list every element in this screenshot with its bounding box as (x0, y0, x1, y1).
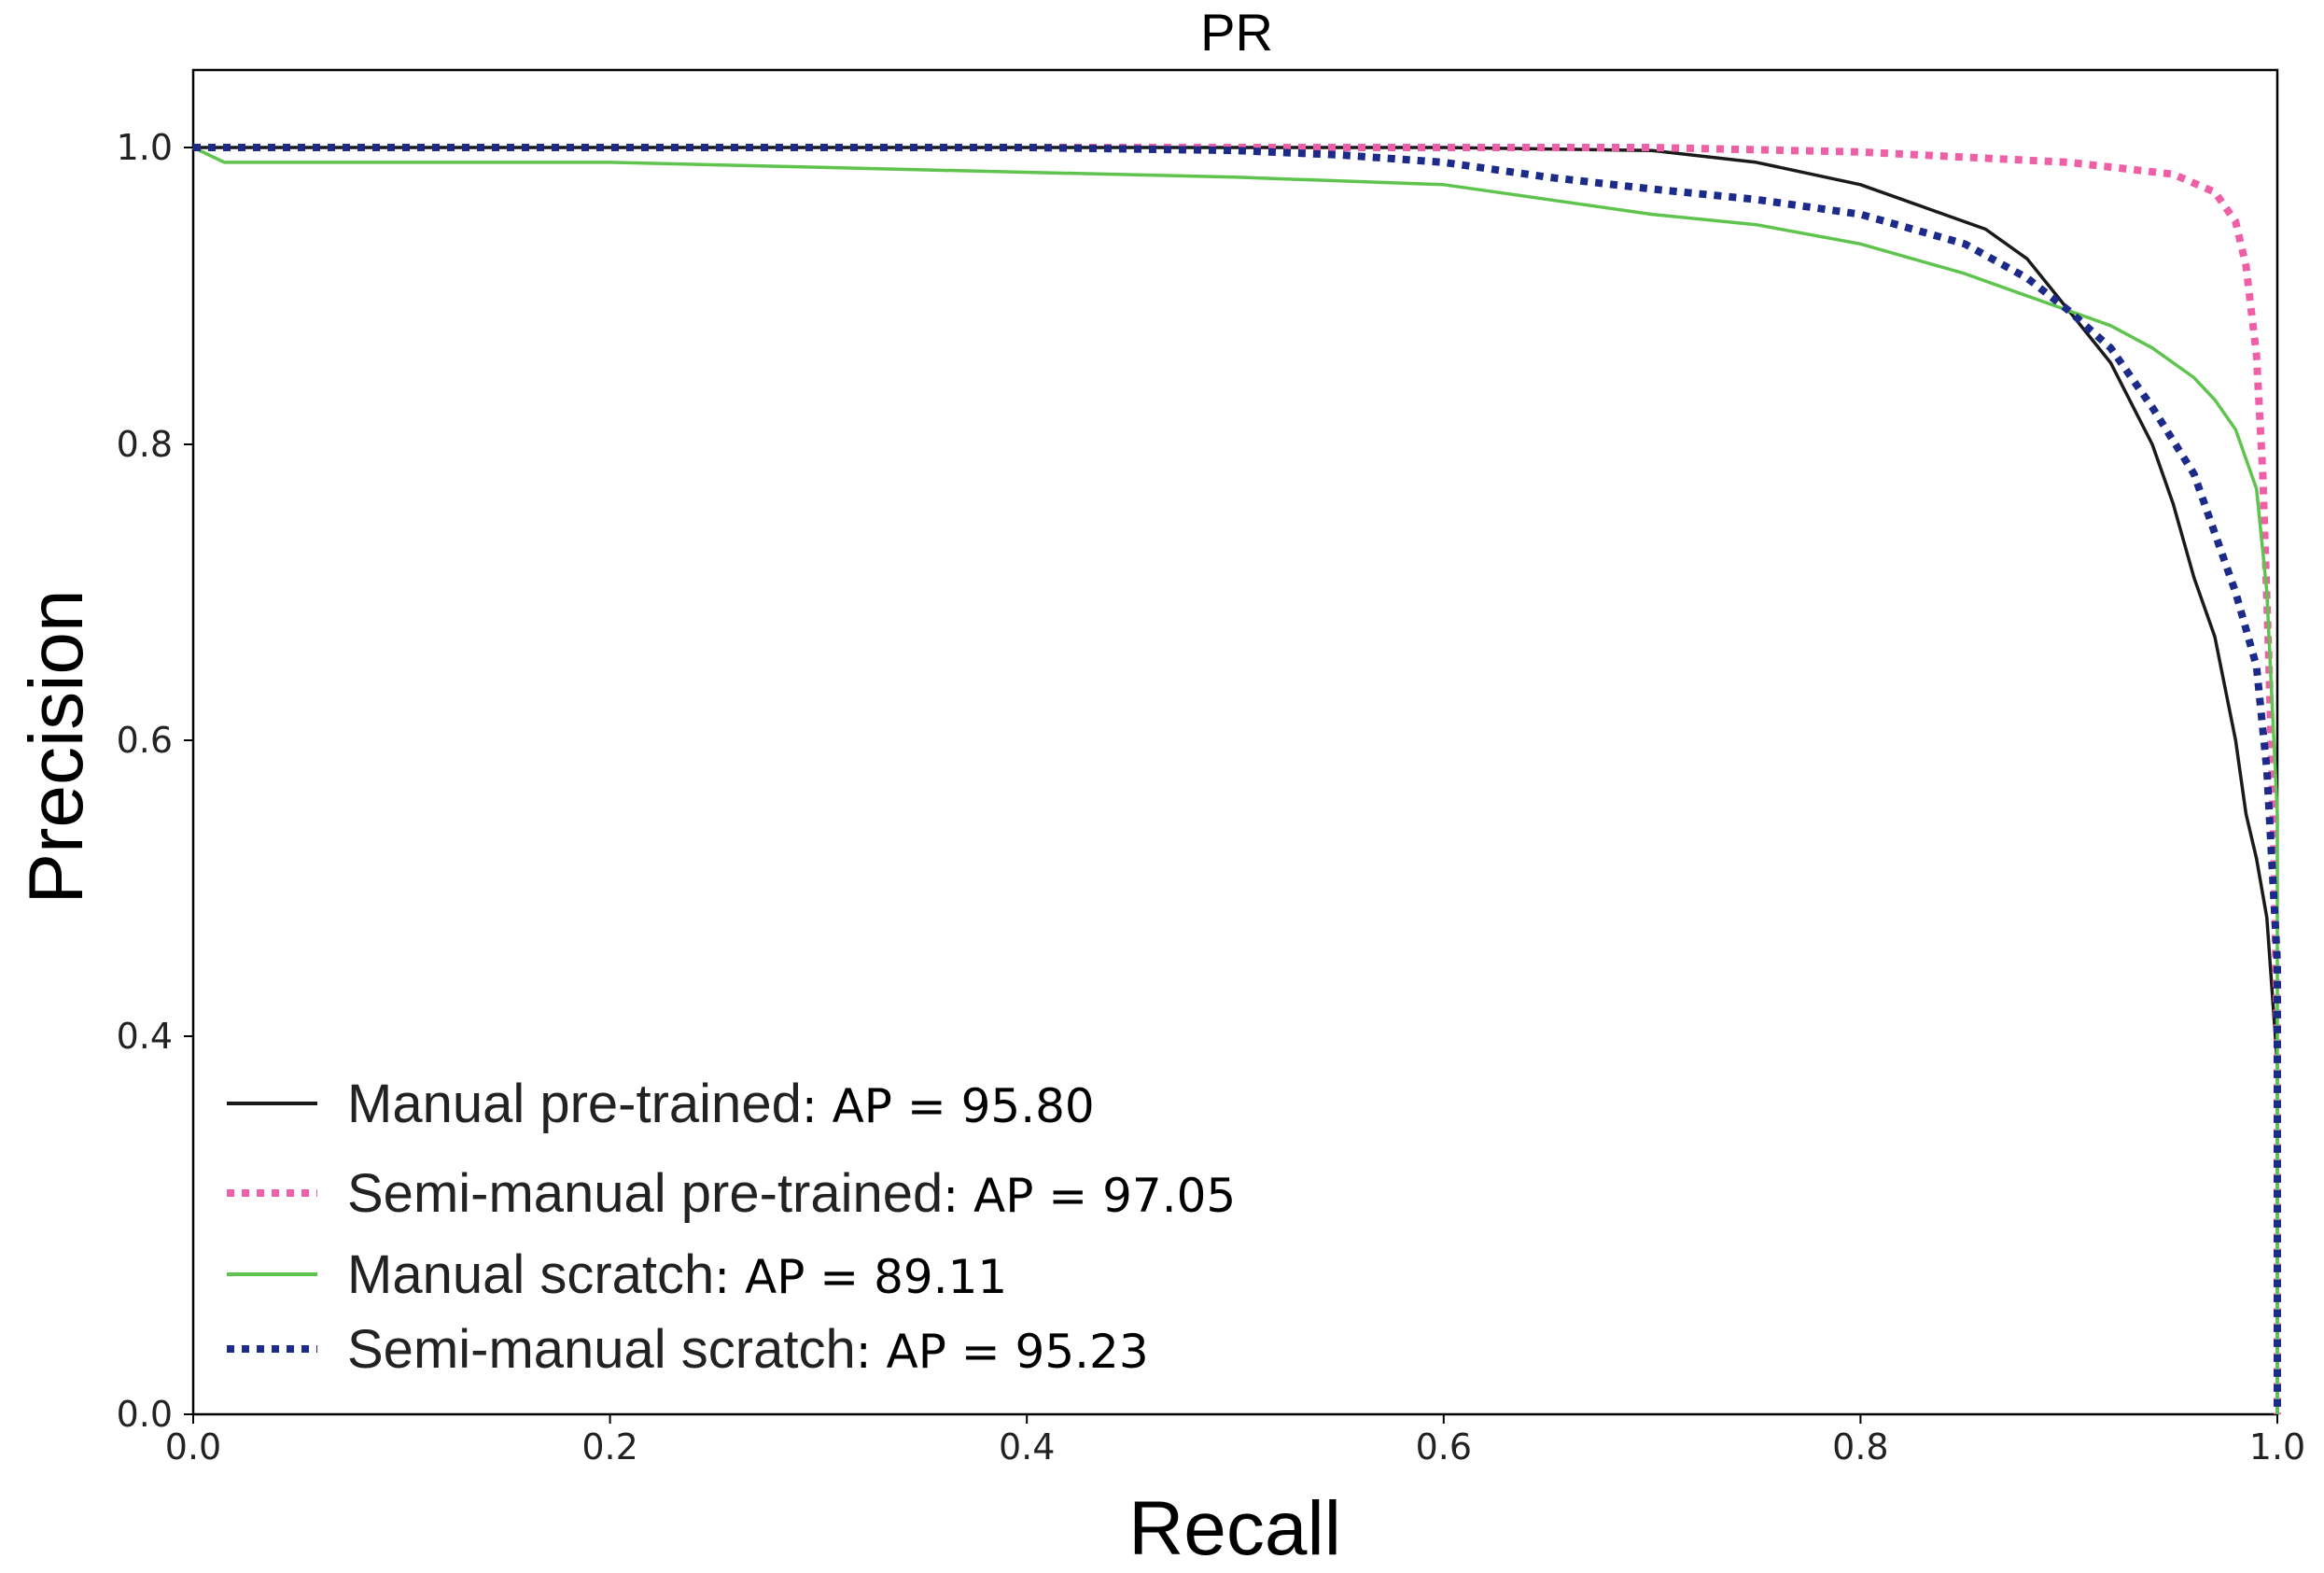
legend-series-name: Manual pre-trained (347, 1074, 802, 1134)
x-tick-label: 0.2 (581, 1426, 637, 1468)
series-line-semi-manual-scratch (193, 144, 2281, 1414)
legend-series-name: Semi-manual scratch (347, 1319, 856, 1380)
legend-series-name: Semi-manual pre-trained (347, 1163, 943, 1224)
x-tick-label: 0.6 (1416, 1426, 1472, 1468)
y-tick-label: 0.0 (117, 1394, 173, 1435)
legend-ap-value: : AP = 95.23 (856, 1325, 1149, 1379)
y-axis-ticks: 0.0 0.4 0.6 0.8 1.0 (117, 127, 193, 1435)
x-axis-ticks: 0.0 0.2 0.4 0.6 0.8 1.0 (165, 1414, 2305, 1468)
x-tick-label: 1.0 (2249, 1426, 2305, 1468)
legend-entry: Semi-manual scratch: AP = 95.23 (347, 1319, 1149, 1380)
x-tick-label: 0.8 (1832, 1426, 1888, 1468)
legend-entry: Manual pre-trained: AP = 95.80 (347, 1074, 1095, 1134)
x-tick-label: 0.0 (165, 1426, 221, 1468)
series-layer (192, 144, 2281, 1414)
legend-entry: Manual scratch: AP = 89.11 (347, 1244, 1007, 1305)
legend: Manual pre-trained: AP = 95.80 Semi-manua… (227, 1074, 1236, 1380)
legend-ap-value: : AP = 95.80 (802, 1079, 1095, 1133)
legend-ap-value: : AP = 89.11 (714, 1250, 1007, 1304)
y-axis-label: Precision (14, 589, 99, 904)
y-tick-label: 0.8 (117, 424, 173, 465)
series-line-manual-scratch (192, 146, 2279, 1414)
y-tick-label: 0.6 (117, 720, 173, 761)
legend-series-name: Manual scratch (347, 1244, 714, 1305)
legend-entry: Semi-manual pre-trained: AP = 97.05 (347, 1163, 1236, 1224)
x-tick-label: 0.4 (999, 1426, 1055, 1468)
y-tick-label: 0.4 (117, 1016, 173, 1057)
y-tick-label: 1.0 (117, 127, 173, 168)
series-line-semi-manual-pre-trained (193, 144, 2281, 1414)
chart-title: PR (1200, 3, 1273, 62)
legend-ap-value: : AP = 97.05 (943, 1169, 1236, 1223)
plot-area-frame (191, 68, 2279, 1416)
series-line-manual-pre-trained (193, 146, 2279, 1414)
x-axis-label: Recall (1128, 1486, 1341, 1571)
